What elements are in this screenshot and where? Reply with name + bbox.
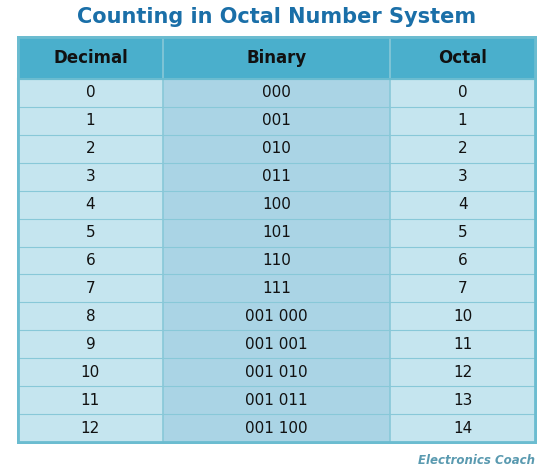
Text: Electronics Coach: Electronics Coach bbox=[418, 454, 535, 466]
Text: 100: 100 bbox=[262, 197, 291, 212]
Text: Octal: Octal bbox=[438, 49, 487, 67]
Text: 011: 011 bbox=[262, 169, 291, 184]
Bar bbox=[390, 79, 535, 442]
Text: 3: 3 bbox=[85, 169, 95, 184]
Text: 7: 7 bbox=[86, 281, 95, 296]
Text: 2: 2 bbox=[458, 141, 468, 156]
Text: 4: 4 bbox=[458, 197, 468, 212]
Text: 11: 11 bbox=[453, 337, 472, 352]
Text: 1: 1 bbox=[458, 113, 468, 128]
Text: 8: 8 bbox=[86, 309, 95, 324]
Text: 6: 6 bbox=[85, 253, 95, 268]
Text: 001 011: 001 011 bbox=[245, 393, 308, 408]
Text: 2: 2 bbox=[86, 141, 95, 156]
Text: Counting in Octal Number System: Counting in Octal Number System bbox=[77, 7, 476, 27]
Text: 0: 0 bbox=[458, 85, 468, 101]
Text: Decimal: Decimal bbox=[53, 49, 128, 67]
Text: 5: 5 bbox=[86, 225, 95, 240]
Text: Binary: Binary bbox=[246, 49, 307, 67]
Text: 9: 9 bbox=[85, 337, 95, 352]
Bar bbox=[163, 79, 390, 442]
Text: 110: 110 bbox=[262, 253, 291, 268]
Bar bbox=[18, 37, 535, 79]
Text: 7: 7 bbox=[458, 281, 468, 296]
Text: 111: 111 bbox=[262, 281, 291, 296]
Text: 0: 0 bbox=[86, 85, 95, 101]
Text: 001 010: 001 010 bbox=[245, 365, 308, 379]
Text: 000: 000 bbox=[262, 85, 291, 101]
Text: 3: 3 bbox=[458, 169, 468, 184]
Text: 13: 13 bbox=[453, 393, 472, 408]
Text: 001 001: 001 001 bbox=[245, 337, 308, 352]
Text: 001 000: 001 000 bbox=[245, 309, 308, 324]
Text: 010: 010 bbox=[262, 141, 291, 156]
Text: 10: 10 bbox=[81, 365, 100, 379]
Bar bbox=[18, 79, 163, 442]
Text: 001 100: 001 100 bbox=[245, 421, 308, 436]
Text: 1: 1 bbox=[86, 113, 95, 128]
Text: 11: 11 bbox=[81, 393, 100, 408]
Text: 14: 14 bbox=[453, 421, 472, 436]
Text: 001: 001 bbox=[262, 113, 291, 128]
Bar bbox=[18, 37, 535, 442]
Text: 12: 12 bbox=[453, 365, 472, 379]
Text: 12: 12 bbox=[81, 421, 100, 436]
Text: 5: 5 bbox=[458, 225, 468, 240]
Text: 10: 10 bbox=[453, 309, 472, 324]
Text: 6: 6 bbox=[458, 253, 468, 268]
Text: 101: 101 bbox=[262, 225, 291, 240]
Text: 4: 4 bbox=[86, 197, 95, 212]
